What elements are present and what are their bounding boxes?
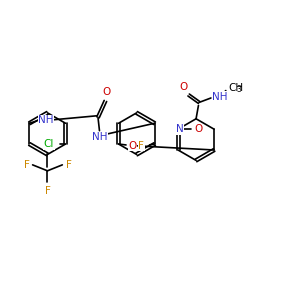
Text: O: O	[128, 140, 136, 151]
Text: 3: 3	[237, 85, 242, 94]
Text: Cl: Cl	[44, 139, 54, 149]
Text: O: O	[102, 87, 110, 97]
Text: O: O	[179, 82, 187, 92]
Text: NH: NH	[38, 115, 54, 125]
Text: N: N	[176, 124, 183, 134]
Text: NH: NH	[92, 132, 107, 142]
Text: F: F	[44, 186, 50, 196]
Text: F: F	[138, 140, 144, 151]
Text: F: F	[24, 160, 30, 170]
Text: O: O	[194, 124, 202, 134]
Text: F: F	[66, 160, 72, 170]
Text: NH: NH	[212, 92, 228, 101]
Text: CH: CH	[229, 82, 244, 93]
